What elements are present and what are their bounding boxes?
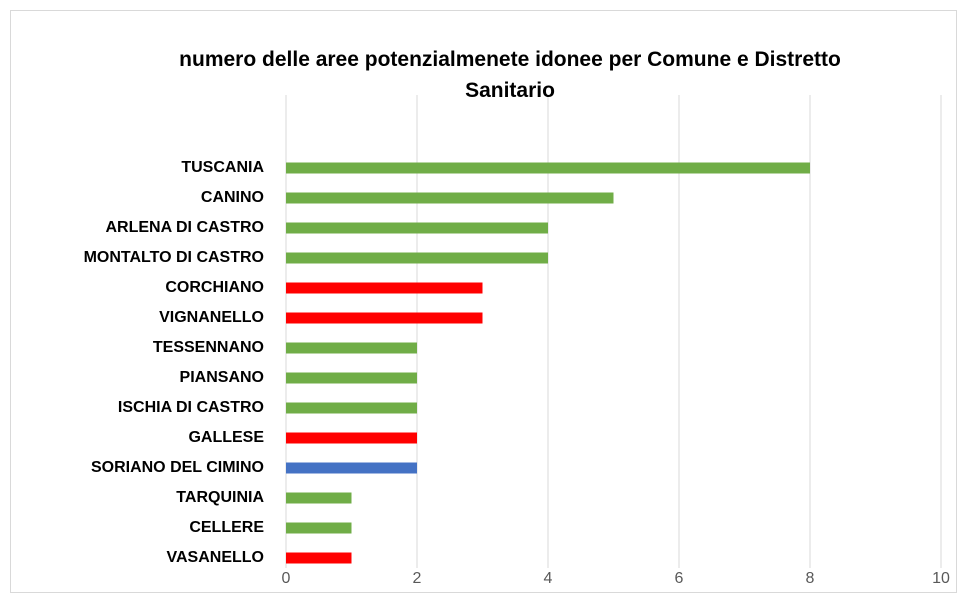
y-tick-label: SORIANO DEL CIMINO (91, 459, 264, 476)
bar (286, 432, 417, 444)
bar (286, 402, 417, 414)
chart-title: numero delle aree potenzialmenete idonee… (179, 48, 841, 102)
chart-border (10, 10, 957, 593)
y-tick-label: TUSCANIA (181, 159, 264, 176)
x-tick-label: 4 (544, 570, 553, 587)
bar (286, 372, 417, 384)
y-tick-label: PIANSANO (180, 369, 264, 386)
x-tick-label: 6 (675, 570, 684, 587)
bar (286, 162, 810, 174)
y-tick-label: VIGNANELLO (159, 309, 264, 326)
y-tick-label: GALLESE (188, 429, 264, 446)
y-tick-label: TESSENNANO (153, 339, 264, 356)
y-tick-label: CANINO (201, 189, 264, 206)
bar (286, 282, 483, 294)
y-tick-label: CORCHIANO (165, 279, 264, 296)
x-tick-label: 0 (282, 570, 291, 587)
bar (286, 222, 548, 234)
bar (286, 462, 417, 474)
x-tick-label: 8 (806, 570, 815, 587)
bar (286, 522, 352, 534)
y-tick-label: TARQUINIA (176, 489, 264, 506)
y-tick-label: VASANELLO (167, 549, 264, 566)
x-tick-label: 2 (413, 570, 422, 587)
bar (286, 252, 548, 264)
y-tick-label: CELLERE (189, 519, 264, 536)
y-tick-label: ISCHIA DI CASTRO (118, 399, 264, 416)
bar (286, 492, 352, 504)
bar (286, 192, 614, 204)
y-tick-label: ARLENA DI CASTRO (105, 219, 264, 236)
bar (286, 312, 483, 324)
y-tick-label: MONTALTO DI CASTRO (84, 249, 264, 266)
x-tick-label: 10 (932, 570, 950, 587)
bar (286, 552, 352, 564)
bar (286, 342, 417, 354)
